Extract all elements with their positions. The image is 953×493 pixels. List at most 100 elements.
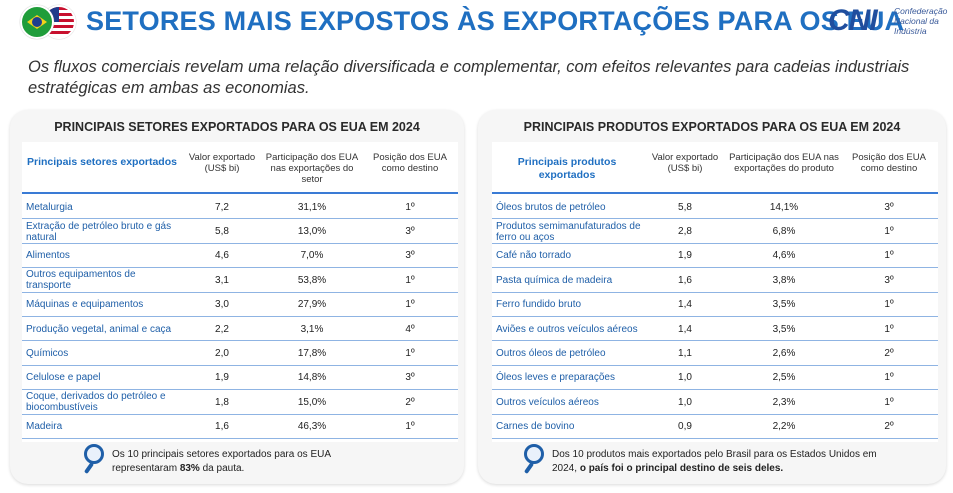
- table-row: Ferro fundido bruto 1,4 3,5% 1º: [492, 293, 938, 317]
- table-cell: 1º: [884, 396, 894, 408]
- table-cell: 1º: [405, 299, 415, 311]
- table-cell: 2,3%: [772, 396, 796, 408]
- table-row: Coque, derivados do petróleo e biocombus…: [22, 390, 458, 415]
- table-cell: Carnes de bovino: [496, 421, 575, 433]
- table-cell: 3º: [405, 250, 415, 262]
- table-cell: Outros equipamentos de transporte: [26, 269, 136, 292]
- table-cell: 1º: [884, 323, 894, 335]
- table-cell: 2,5%: [772, 372, 796, 384]
- table-cell: 1,6: [215, 421, 229, 433]
- table-cell: 2º: [884, 421, 894, 433]
- column-header: Posição dos EUA como destino: [852, 152, 926, 174]
- table-cell: 2,2: [215, 323, 229, 335]
- right-note: Dos 10 produtos mais exportados pelo Bra…: [552, 449, 877, 474]
- table-row: Outros equipamentos de transporte 3,1 53,8…: [22, 268, 458, 293]
- table-cell: Produtos semimanufaturados de ferro ou a…: [496, 220, 641, 243]
- table-cell: Celulose e papel: [26, 372, 101, 384]
- table-cell: 3º: [405, 226, 415, 238]
- column-header: Valor exportado (US$ bi): [188, 152, 256, 174]
- table-cell: 1,1: [678, 348, 692, 360]
- table-cell: 15,0%: [297, 396, 327, 408]
- table-cell: Ferro fundido bruto: [496, 299, 582, 311]
- table-row: Alimentos 4,6 7,0% 3º: [22, 244, 458, 269]
- brazil-flag-icon: [20, 5, 54, 39]
- table-cell: 1º: [405, 201, 415, 213]
- table-cell: 0,9: [678, 421, 692, 433]
- table-cell: 3,5%: [772, 299, 796, 311]
- magnifier-icon: [83, 444, 108, 475]
- left-table: Principais setores exportados Valor expor…: [22, 142, 458, 442]
- table-cell: 1º: [405, 421, 415, 433]
- column-header: Posição dos EUA como destino: [373, 152, 447, 174]
- table-cell: 1,4: [678, 323, 692, 335]
- table-cell: 7,0%: [300, 250, 324, 262]
- column-header: Participação dos EUA nas exportações do …: [265, 152, 359, 185]
- table-cell: 1º: [884, 226, 894, 238]
- table-row: Aviões e outros veículos aéreos 1,4 3,5% 1º: [492, 317, 938, 342]
- column-header: Principais setores exportados: [27, 156, 177, 168]
- table-cell: Café não torrado: [496, 250, 572, 262]
- header-divider: [22, 192, 458, 194]
- column-header: Principais produtos exportados: [517, 156, 617, 181]
- table-cell: Outros óleos de petróleo: [496, 348, 606, 360]
- table-cell: 3,1: [215, 274, 229, 286]
- table-cell: Extração de petróleo bruto e gás natural: [26, 220, 172, 243]
- table-row: Celulose e papel 1,9 14,8% 3º: [22, 366, 458, 391]
- table-cell: 53,8%: [297, 274, 327, 286]
- table-cell: 17,8%: [297, 348, 327, 360]
- magnifier-icon: [523, 444, 548, 475]
- right-table: Principais produtos exportados Valor expo…: [492, 142, 938, 442]
- table-cell: 2,6%: [772, 348, 796, 360]
- table-cell: Alimentos: [26, 250, 70, 262]
- table-cell: 14,1%: [769, 201, 799, 213]
- table-cell: 2,2%: [772, 421, 796, 433]
- table-row: Outros óleos de petróleo 1,1 2,6% 2º: [492, 341, 938, 366]
- column-header: Valor exportado (US$ bi): [651, 152, 719, 174]
- table-row: Óleos brutos de petróleo 5,8 14,1% 3º: [492, 195, 938, 220]
- table-cell: 4º: [405, 323, 415, 335]
- table-cell: 1º: [884, 250, 894, 262]
- logo-mark: CNI: [828, 4, 878, 37]
- table-cell: Coque, derivados do petróleo e biocombus…: [26, 391, 166, 414]
- table-cell: 2º: [884, 348, 894, 360]
- table-row: Produção vegetal, animal e caça 2,2 3,1% 4º: [22, 317, 458, 342]
- table-cell: 1,9: [215, 372, 229, 384]
- table-cell: Madeira: [26, 421, 63, 433]
- table-cell: 27,9%: [297, 299, 327, 311]
- table-cell: 13,0%: [297, 226, 327, 238]
- table-cell: 3,8%: [772, 274, 796, 286]
- left-note: Os 10 principais setores exportados para…: [112, 449, 331, 474]
- table-cell: 5,8: [678, 201, 692, 213]
- table-cell: 46,3%: [297, 421, 327, 433]
- table-cell: 5,8: [215, 226, 229, 238]
- table-cell: 4,6%: [772, 250, 796, 262]
- table-cell: 1,4: [678, 299, 692, 311]
- column-header: Participação dos EUA nas exportações do …: [729, 152, 839, 174]
- table-cell: 2º: [405, 396, 415, 408]
- page-title: SETORES MAIS EXPOSTOS ÀS EXPORTAÇÕES PAR…: [86, 6, 905, 36]
- table-cell: 1,0: [678, 396, 692, 408]
- table-cell: 6,8%: [772, 226, 796, 238]
- table-cell: Aviões e outros veículos aéreos: [496, 323, 638, 335]
- flags: [20, 3, 78, 41]
- table-cell: Químicos: [26, 348, 69, 360]
- table-row: Químicos 2,0 17,8% 1º: [22, 341, 458, 366]
- header: SETORES MAIS EXPOSTOS ÀS EXPORTAÇÕES PAR…: [0, 0, 953, 48]
- table-cell: 3º: [884, 201, 894, 213]
- table-row: Extração de petróleo bruto e gás natural…: [22, 219, 458, 244]
- table-row: Produtos semimanufaturados de ferro ou a…: [492, 219, 938, 244]
- table-cell: 14,8%: [297, 372, 327, 384]
- table-cell: 3,0: [215, 299, 229, 311]
- table-cell: 1º: [405, 274, 415, 286]
- cni-logo: CNI Confederação Nacional da Indústria: [828, 4, 947, 40]
- table-cell: Produção vegetal, animal e caça: [26, 323, 172, 335]
- table-cell: 3,5%: [772, 323, 796, 335]
- table-header: Principais produtos exportados Valor expo…: [492, 152, 938, 190]
- table-row: Café não torrado 1,9 4,6% 1º: [492, 244, 938, 269]
- left-panel: PRINCIPAIS SETORES EXPORTADOS PARA OS EU…: [10, 110, 464, 484]
- table-cell: 31,1%: [297, 201, 327, 213]
- logo-text: Confederação Nacional da Indústria: [894, 6, 948, 36]
- table-cell: 1,0: [678, 372, 692, 384]
- table-cell: 1,6: [678, 274, 692, 286]
- left-panel-title: PRINCIPAIS SETORES EXPORTADOS PARA OS EU…: [54, 120, 420, 134]
